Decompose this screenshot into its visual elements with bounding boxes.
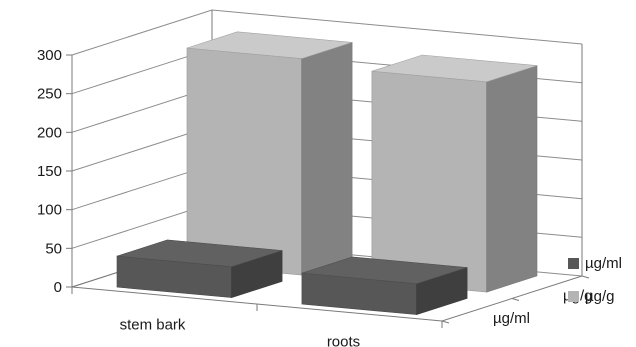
x-category-label: stem bark [120,317,186,334]
bar-top-face [116,239,283,268]
legend-label: µg/g [585,288,615,305]
bars [116,31,538,316]
bar-top-face [301,256,468,285]
y-axis-ticks: 0 50 100 150 200 250 300 [37,47,72,296]
bar-front-face [186,47,303,276]
bar-side-face [301,41,353,276]
bar [301,256,468,316]
category-labels: stem bark roots [120,317,361,347]
y-tick-label: 250 [37,86,62,103]
bar-side-face [486,65,538,293]
x-category-label: roots [327,334,360,347]
y-tick-label: 0 [54,279,62,296]
depth-tick-mark [581,275,590,279]
y-tick-label: 100 [37,202,62,219]
legend-label: µg/ml [585,255,622,272]
depth-axis-label: µg/ml [493,310,530,327]
bar-top-face [186,31,353,59]
legend-swatch [568,258,579,269]
depth-tick-mark [511,298,520,301]
bar [371,54,538,293]
legend-swatch [568,291,579,302]
bar-front-face [371,70,488,293]
legend-entry: µg/ml [568,255,622,272]
legend-entry: µg/g [568,288,615,305]
depth-tick-mark [441,320,450,324]
y-tick-label: 200 [37,124,62,141]
legend: µg/ml µg/g [568,255,622,305]
y-tick-label: 50 [45,240,62,257]
y-tick-label: 300 [37,47,62,64]
y-tick-label: 150 [37,163,62,180]
bar-top-face [371,54,538,83]
bar [186,31,353,276]
bar [116,239,283,299]
